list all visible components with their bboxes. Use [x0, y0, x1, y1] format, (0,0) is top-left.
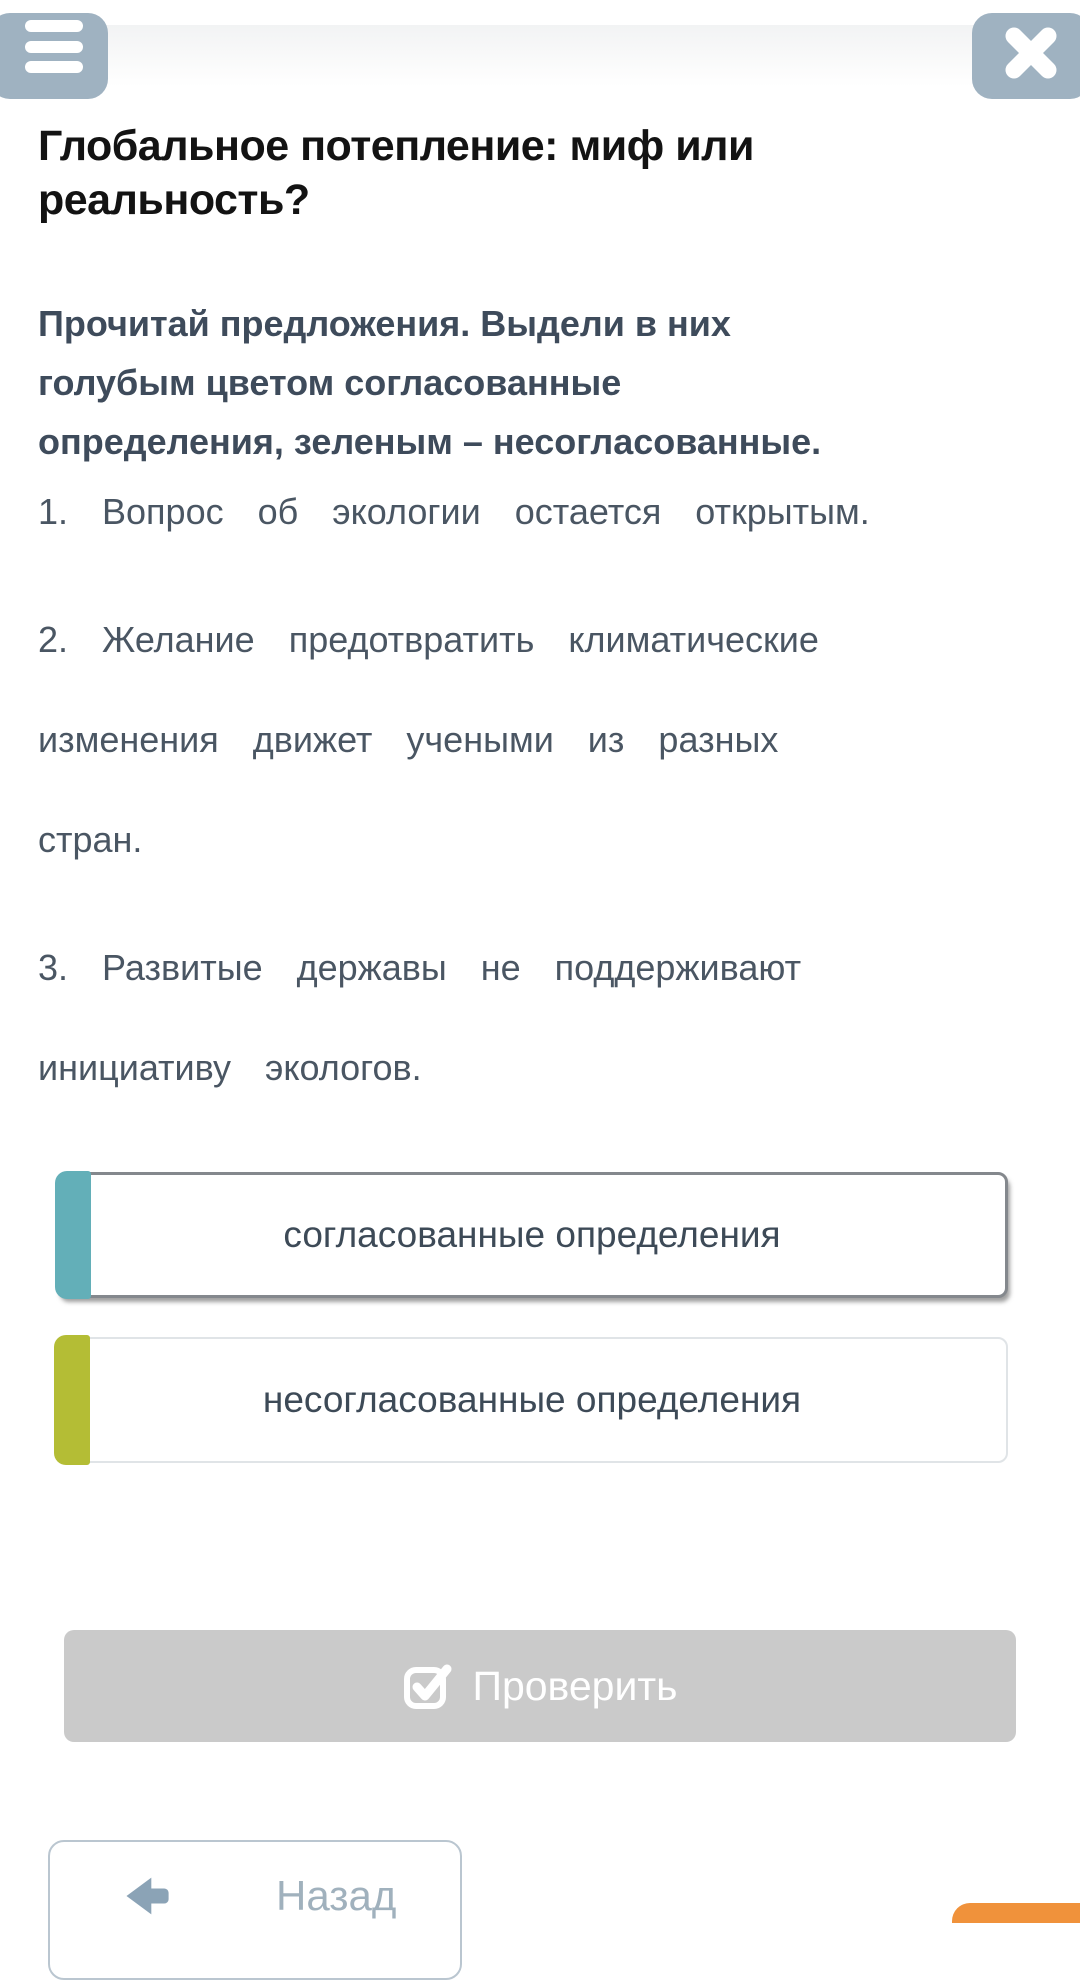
sentence-line[interactable]: 2. Желание предотвратить климатические	[38, 619, 819, 660]
next-button[interactable]	[952, 1903, 1080, 1923]
legend-card-disagreed[interactable]: несогласованные определения	[54, 1335, 1008, 1465]
instruction-line: определения, зеленым – несогласованные.	[38, 421, 822, 462]
sentence-list: 1. Вопрос об экологии остается открытым.…	[38, 462, 1018, 1146]
sentence-line[interactable]: инициативу экологов.	[38, 1047, 422, 1088]
legend-color-stripe-green	[54, 1335, 90, 1465]
task-instruction: Прочитай предложения. Выдели в них голуб…	[38, 294, 1018, 471]
check-button[interactable]: Проверить	[64, 1630, 1016, 1742]
sentence-item-2[interactable]: 2. Желание предотвратить климатические и…	[38, 590, 1018, 890]
top-shadow-band	[0, 25, 1080, 87]
sentence-item-3[interactable]: 3. Развитые державы не поддерживают иниц…	[38, 918, 1018, 1118]
instruction-line: Прочитай предложения. Выдели в них	[38, 303, 731, 344]
sentence-line[interactable]: изменения движет учеными из разных	[38, 719, 779, 760]
legend-label: согласованные определения	[283, 1214, 781, 1255]
menu-button[interactable]	[0, 13, 108, 99]
legend-card-agreed[interactable]: согласованные определения	[55, 1171, 1008, 1299]
sentence-line[interactable]: 3. Развитые державы не поддерживают	[38, 947, 802, 988]
close-button[interactable]	[972, 13, 1080, 99]
page-title: Глобальное потепление: миф или реальност…	[38, 121, 754, 224]
sentence-line[interactable]: 1. Вопрос об экологии остается открытым.	[38, 491, 870, 532]
checkbox-checked-icon	[404, 1664, 452, 1709]
instruction-line: голубым цветом согласованные	[38, 362, 622, 403]
back-button[interactable]: Назад	[48, 1840, 462, 1980]
legend-label: несогласованные определения	[262, 1379, 802, 1420]
close-icon	[1005, 27, 1057, 79]
back-button-label: Назад	[276, 1871, 397, 1919]
arrow-left-icon	[126, 1877, 169, 1914]
sentence-item-1[interactable]: 1. Вопрос об экологии остается открытым.	[38, 462, 1018, 562]
legend-color-stripe-teal	[55, 1171, 91, 1299]
sentence-line[interactable]: стран.	[38, 819, 143, 860]
check-button-label: Проверить	[472, 1662, 678, 1709]
